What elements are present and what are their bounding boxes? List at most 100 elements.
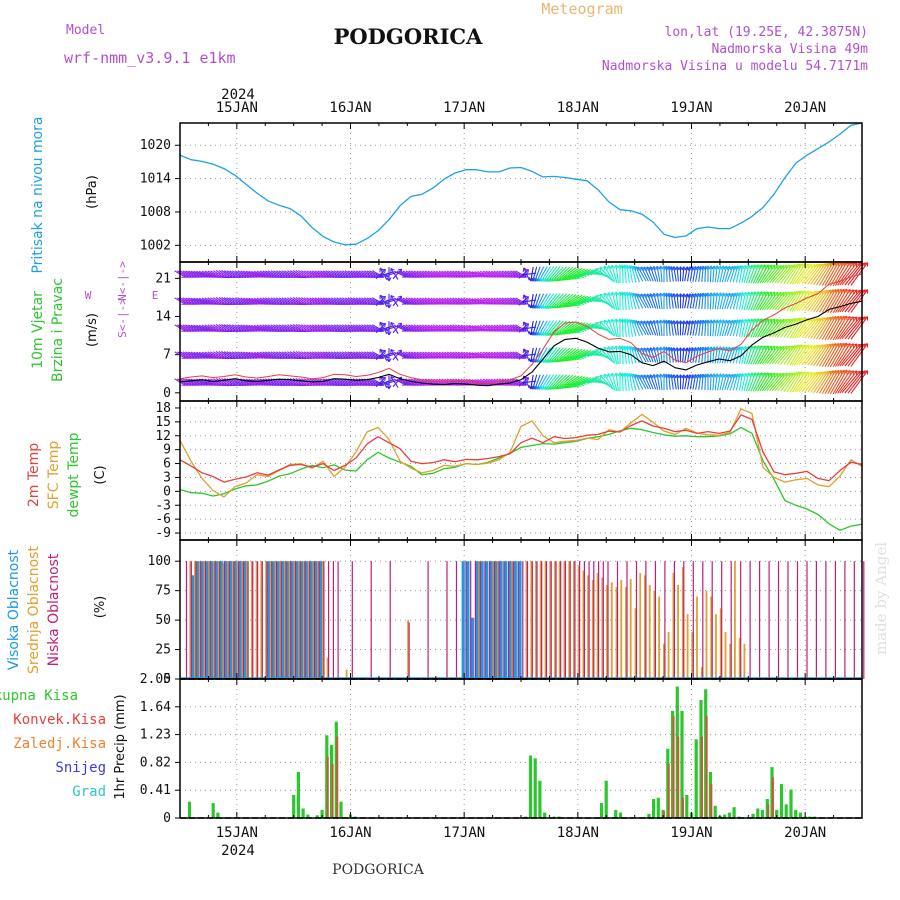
high-cloud-bar <box>229 561 233 679</box>
wind-arrow <box>455 297 466 305</box>
wind-arrow <box>729 265 736 283</box>
wind-arrow <box>179 270 192 278</box>
mid-cloud-bar <box>610 582 613 679</box>
wind-arrow-head <box>736 292 741 296</box>
low-cloud-bar <box>209 561 211 679</box>
low-cloud-bar <box>332 561 334 679</box>
total-precip-bar <box>656 797 660 818</box>
wind-arrow <box>390 268 399 280</box>
wind-arrow <box>624 372 627 392</box>
wind-arrow-head <box>652 320 655 325</box>
low-cloud-bar <box>796 561 799 679</box>
high-cloud-bar <box>239 561 243 679</box>
wind-arrow-head <box>723 373 728 378</box>
wind-arrow-head <box>400 269 403 274</box>
low-cloud-bar <box>512 561 514 679</box>
high-cloud-bar <box>286 561 290 679</box>
wind-arrow <box>595 349 612 361</box>
wind-arrow <box>794 344 809 366</box>
wind-arrow <box>298 351 310 359</box>
y-tick-label: 50 <box>155 613 171 628</box>
wind-arrow-head <box>720 373 724 378</box>
mid-cloud-bar <box>194 561 196 679</box>
wind-arrow-head <box>400 323 403 328</box>
wind-arrow <box>542 293 555 309</box>
wind-arrow-head <box>661 373 665 378</box>
wind-arrow <box>816 370 831 394</box>
temp-title-dewpt: dewpt Temp <box>66 432 82 517</box>
wind-arrow <box>542 347 555 363</box>
wind-arrow <box>218 350 230 360</box>
wind-arrow-head <box>692 320 696 324</box>
wind-arrow <box>223 270 236 278</box>
wind-arrow-head <box>700 346 704 351</box>
wind-arrow-head <box>617 345 621 350</box>
wind-arrow-head <box>824 289 829 293</box>
wind-arrow-head <box>652 347 655 352</box>
wind-arrow-head <box>714 319 718 324</box>
wind-arrow <box>339 297 351 305</box>
low-cloud-bar <box>555 561 557 679</box>
y-tick-label: 15 <box>155 415 171 430</box>
wind-arrow <box>309 324 321 332</box>
wind-arrow-head <box>652 374 655 379</box>
wind-arrow <box>196 297 208 305</box>
wind-arrow <box>748 264 756 284</box>
wind-arrow <box>791 344 806 366</box>
mid-cloud-bar <box>558 561 561 679</box>
wind-arrow <box>493 297 505 305</box>
wind-arrow <box>358 324 370 332</box>
y-tick-label: 1020 <box>140 138 171 153</box>
wind-arrow <box>446 324 458 332</box>
mid-cloud-bar <box>255 561 258 679</box>
wind-arrow <box>796 344 813 366</box>
wind-arrow-head <box>535 385 538 390</box>
wind-arrow-head <box>658 373 661 378</box>
wind-arrow-head <box>588 298 592 303</box>
wind-arrow <box>643 320 652 336</box>
wind-arrow <box>689 293 694 309</box>
wind-arrow <box>665 319 668 337</box>
wind-arrow-head <box>723 265 728 270</box>
wind-arrow-head <box>582 326 587 330</box>
wind-arrow <box>231 324 244 332</box>
wind-arrow-head <box>782 345 787 348</box>
low-cloud-bar <box>493 561 495 679</box>
wind-arrow <box>668 293 671 309</box>
mid-cloud-bar <box>232 561 234 679</box>
wind-arrow <box>410 270 423 278</box>
wind-arrow-head <box>716 265 720 270</box>
wind-arrow <box>501 297 513 305</box>
wind-arrow-head <box>674 347 678 352</box>
wind-arrow <box>339 324 351 332</box>
wind-arrow <box>824 289 839 313</box>
wind-arrow-head <box>559 303 562 308</box>
wind-arrow <box>735 373 741 391</box>
wind-arrow <box>270 270 282 278</box>
wind-arrow <box>621 291 624 311</box>
wind-arrow-head <box>785 291 790 294</box>
wind-arrow <box>709 319 712 337</box>
wind-arrow <box>237 324 249 332</box>
wind-arrow <box>322 297 335 305</box>
wind-arrow <box>218 269 230 279</box>
mid-cloud-bar <box>274 561 277 679</box>
wind-arrow <box>754 291 766 311</box>
wind-arrow <box>665 292 668 310</box>
wind-arrow <box>424 324 436 332</box>
conv-precip-bar <box>331 763 334 818</box>
wind-arrow <box>221 378 233 386</box>
wind-arrow-head <box>761 264 766 268</box>
wind-arrow <box>816 316 831 340</box>
wind-arrow-head <box>686 347 691 351</box>
wind-arrow-head <box>632 265 635 271</box>
watermark: made by Angel <box>872 542 890 655</box>
mid-cloud-bar <box>686 614 689 679</box>
wind-arrow <box>413 297 425 305</box>
wind-arrow <box>422 270 433 278</box>
wind-arrow <box>344 297 357 305</box>
wind-arrow <box>292 324 304 332</box>
wind-arrow <box>844 289 864 313</box>
wind-arrow <box>829 369 845 395</box>
wind-arrow <box>248 324 261 332</box>
